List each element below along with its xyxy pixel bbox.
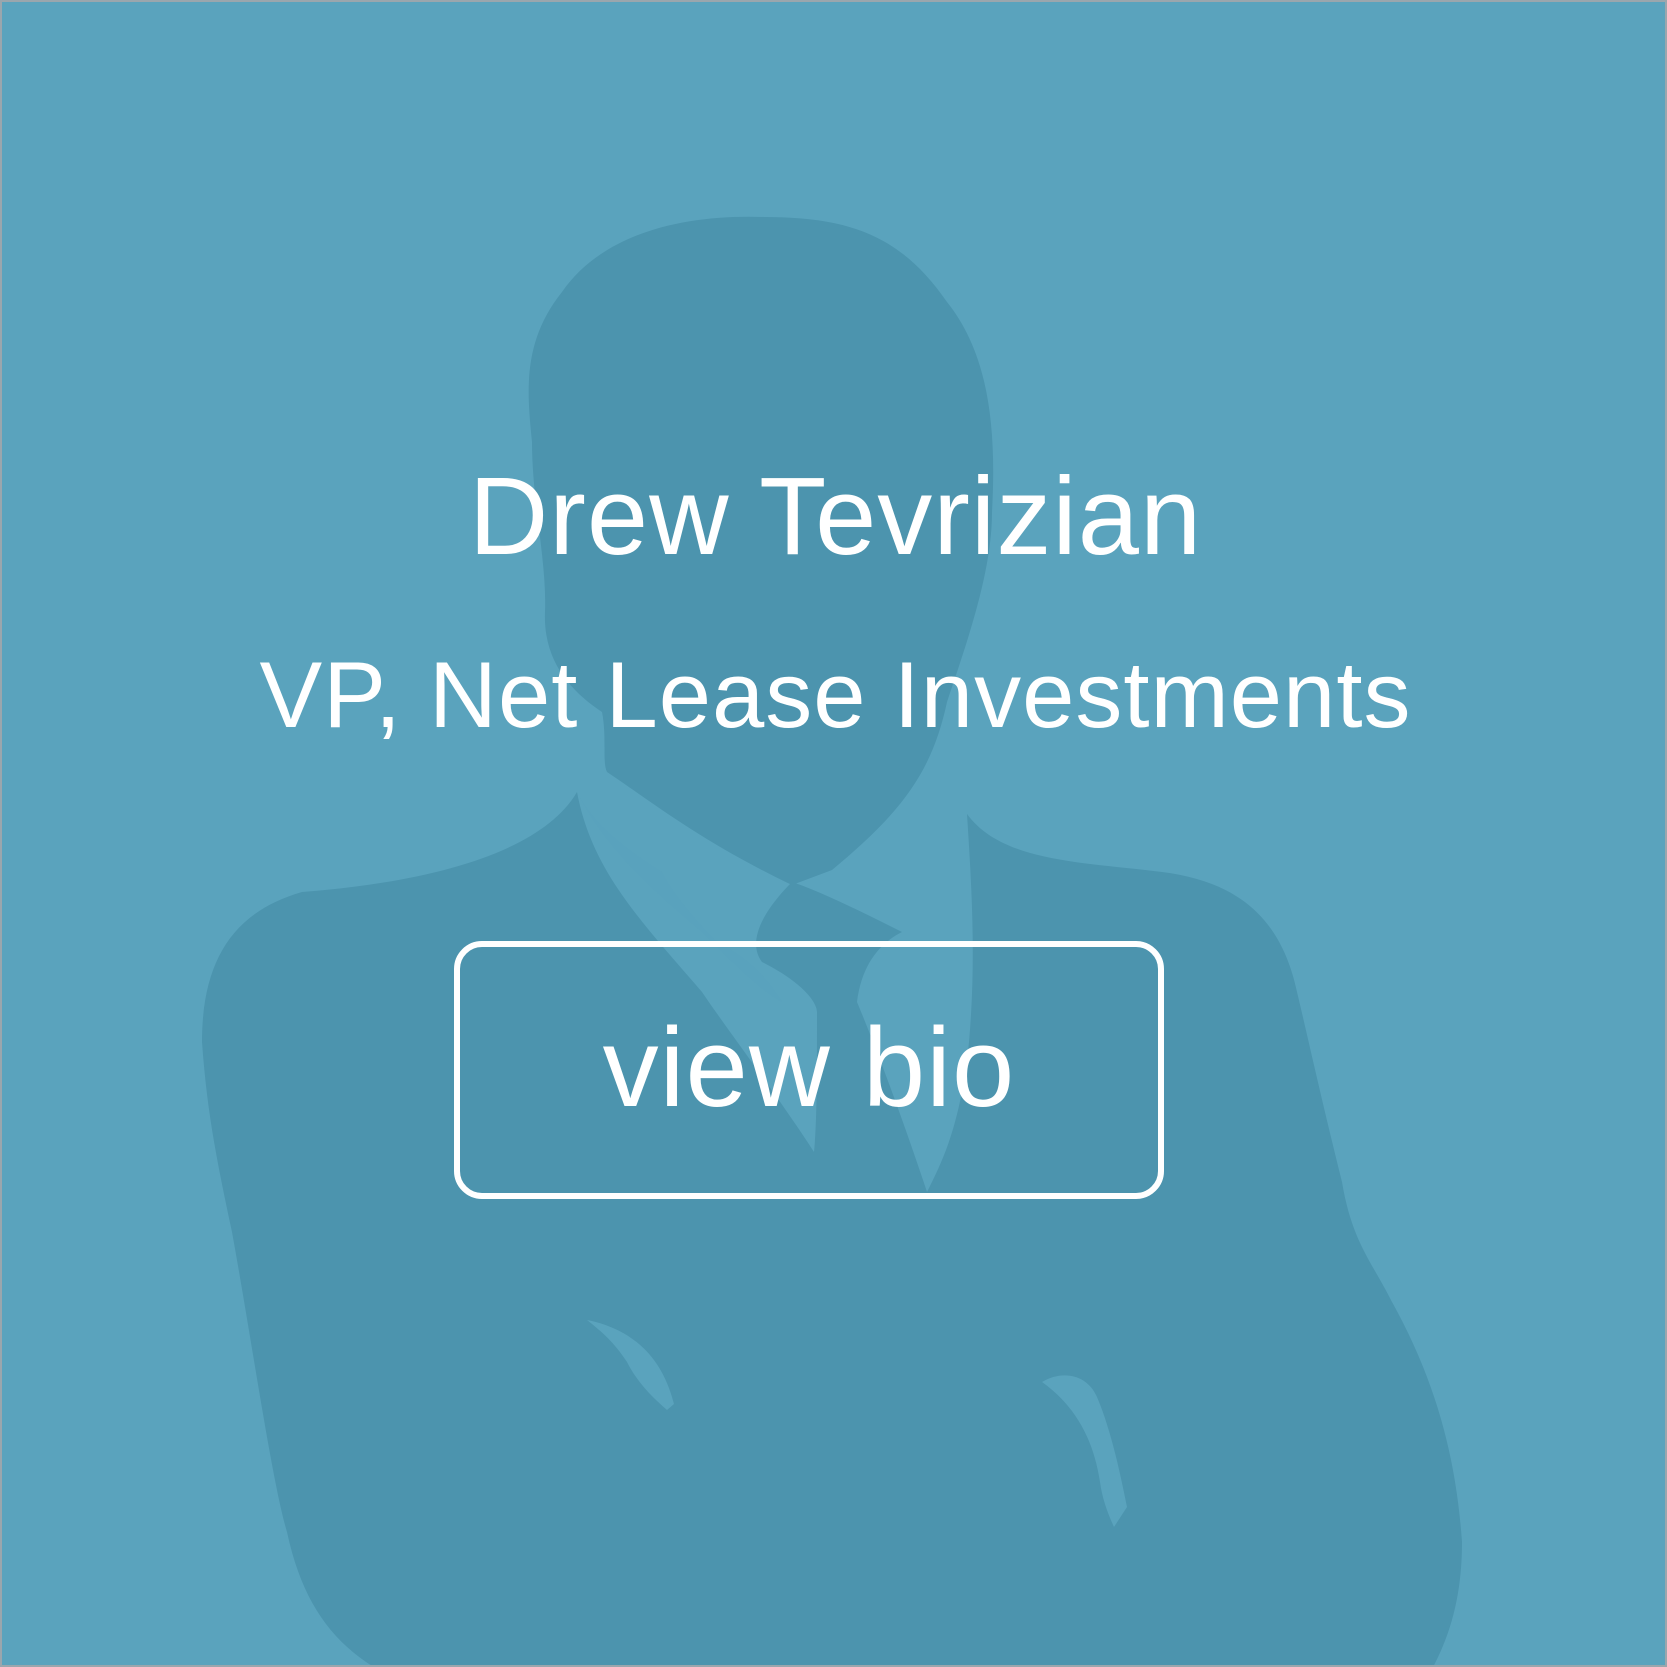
view-bio-label: view bio (602, 1005, 1016, 1130)
member-title: VP, Net Lease Investments (259, 642, 1412, 747)
view-bio-button[interactable]: view bio (454, 941, 1164, 1199)
member-name: Drew Tevrizian (468, 455, 1203, 578)
